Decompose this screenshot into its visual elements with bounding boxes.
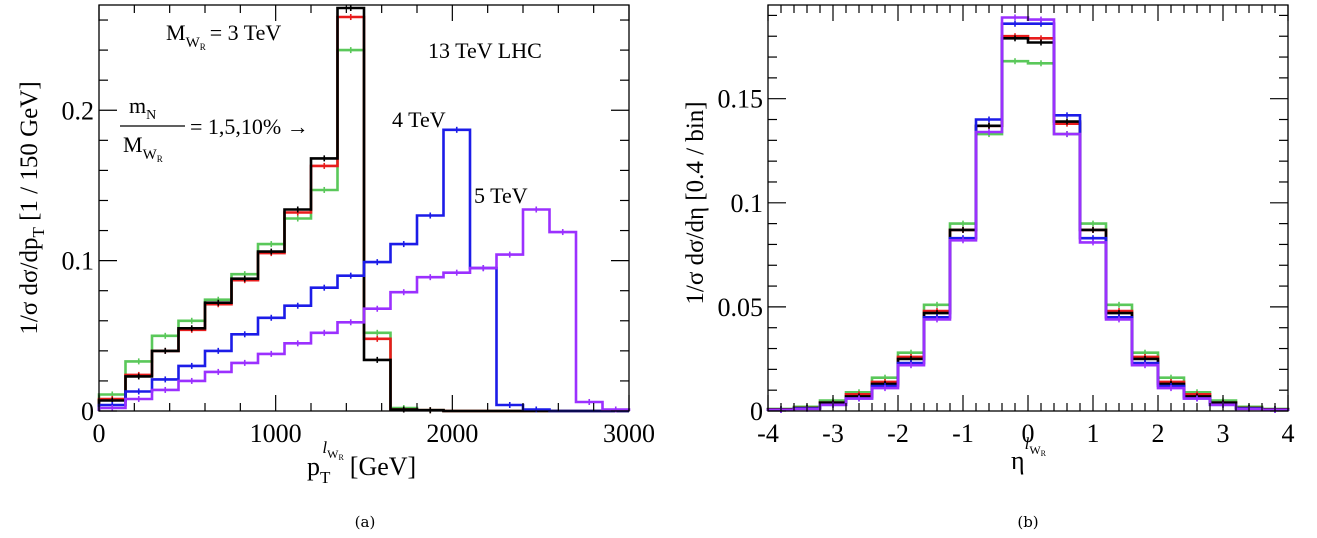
x-tick-label: 2000 [426, 419, 478, 448]
series-3-step-line [766, 22, 1290, 412]
x-tick-label: 4 [1282, 419, 1295, 448]
ratio-numerator: mN [129, 93, 156, 123]
panel-a-mass-5tev-label: 5 TeV [474, 183, 528, 208]
panel-b-frame [767, 4, 1289, 412]
y-tick-label: 0 [81, 397, 94, 426]
panel-b-xlabel: ηlWR [1011, 434, 1047, 475]
x-tick-label: 0 [93, 419, 106, 448]
series-4 [97, 206, 631, 413]
x-tick-label: 3 [1217, 419, 1230, 448]
panel-a-mass-4tev-label: 4 TeV [392, 107, 446, 132]
panel-a-ylabel: 1/σ dσ/dpT [1 / 150 GeV] [16, 81, 48, 334]
x-tick-label: 0 [1022, 419, 1035, 448]
x-tick-label: 1000 [250, 419, 302, 448]
y-tick-label: 0.2 [62, 96, 95, 125]
y-tick-label: 0.1 [62, 247, 95, 276]
x-tick-label: -2 [887, 419, 909, 448]
series-1 [766, 33, 1290, 413]
y-tick-label: 0.05 [718, 293, 764, 322]
panel-b: -4 -3 -2 -1 0 1 2 3 4 0 0.05 0.1 0.15 1/σ dσ/dη [0.4… [682, 4, 1295, 531]
panel-a-plot-series [97, 5, 631, 414]
panel-a-mass-ratio-label: mN MWR = 1,5,10% → [120, 93, 309, 164]
y-tick-label: 0.1 [731, 189, 764, 218]
series-4-step-line [97, 208, 631, 411]
series-3-step-line [97, 128, 629, 413]
series-4 [766, 14, 1290, 413]
x-tick-label: 2 [1152, 419, 1165, 448]
panel-a-ticks: 0 1000 2000 3000 0 0.1 0.2 [62, 5, 655, 448]
panel-a-xlabel: pTlWR [GeV] [307, 438, 416, 487]
series-3 [97, 126, 629, 413]
ratio-values: = 1,5,10% → [190, 114, 309, 139]
x-tick-label: -3 [822, 419, 844, 448]
series-2 [766, 35, 1290, 413]
panel-a-mass-3tev-label: MWR= 3 TeV [166, 20, 281, 52]
panel-a-frame [98, 4, 630, 412]
y-tick-label: 0.15 [718, 85, 764, 114]
x-tick-label: 3000 [603, 419, 655, 448]
panel-b-caption: (b) [1017, 513, 1038, 531]
panel-b-ylabel: 1/σ dσ/dη [0.4 / bin] [682, 101, 709, 304]
series-0-step-line [766, 59, 1290, 411]
panel-a: 0 1000 2000 3000 0 0.1 0.2 1/σ dσ/dpT [1 / 150… [16, 4, 655, 531]
panel-a-collider-label: 13 TeV LHC [428, 38, 542, 63]
y-tick-label: 0 [750, 397, 763, 426]
panel-b-plot-series [766, 14, 1290, 413]
ratio-denominator: MWR [123, 132, 163, 164]
series-3 [766, 20, 1290, 413]
series-4-step-line [766, 16, 1290, 412]
panel-a-caption: (a) [355, 513, 376, 531]
series-2-step-line [766, 37, 1290, 411]
series-1-step-line [766, 34, 1290, 411]
series-0 [766, 58, 1290, 412]
x-tick-label: 1 [1087, 419, 1100, 448]
x-tick-label: -1 [952, 419, 974, 448]
x-tick-label: -4 [757, 419, 779, 448]
panel-b-ticks: -4 -3 -2 -1 0 1 2 3 4 0 0.05 0.1 0.15 [718, 5, 1295, 448]
